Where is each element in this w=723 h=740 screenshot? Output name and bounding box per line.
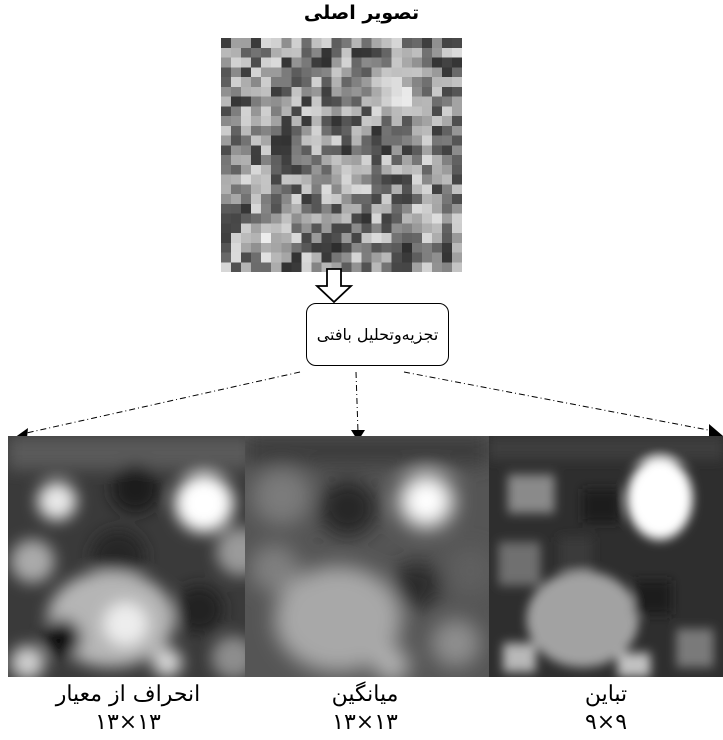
dashed-connectors [14,371,723,441]
std-dev-result-image [8,436,253,677]
mean-result-image [245,436,490,677]
arrowhead-right-icon [709,424,723,436]
down-arrow-icon [314,268,354,304]
arrowhead-center-icon [351,430,365,441]
mean-label: میانگین [331,682,399,707]
texture-analysis-label: تجزیه‌وتحلیل بافتی [316,325,439,344]
mean-window-size: ۱۳×۱۳ [332,710,398,735]
original-texture-image [221,38,462,272]
original-image-title: تصویر اصلی [303,2,420,24]
contrast-result-image [489,436,723,677]
std-dev-window-size: ۱۳×۱۳ [95,710,161,735]
std-dev-label: انحراف از معیار [55,682,201,707]
texture-analysis-box: تجزیه‌وتحلیل بافتی [306,303,449,366]
contrast-label: تباین [584,682,628,707]
contrast-window-size: ۹×۹ [584,710,628,735]
arrowhead-left-icon [14,428,28,438]
